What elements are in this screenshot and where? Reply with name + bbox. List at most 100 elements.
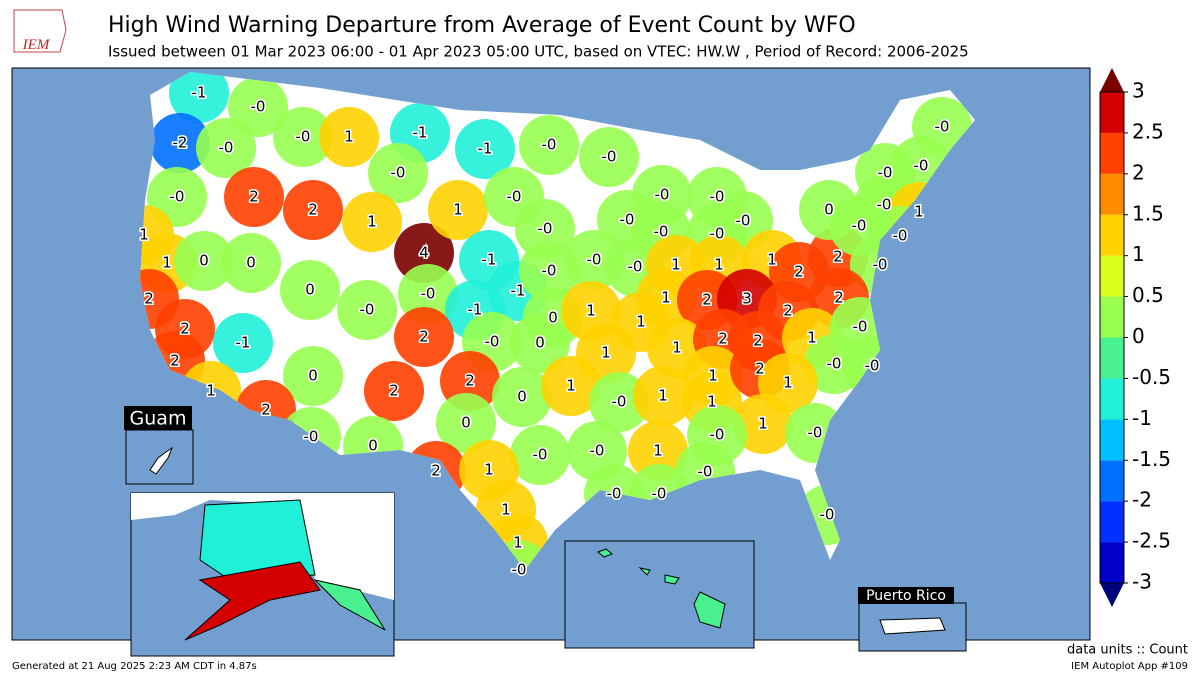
- region-label: 0: [368, 437, 378, 455]
- region-fills: [140, 72, 972, 570]
- region-label: -1: [468, 301, 483, 319]
- region: [519, 241, 579, 301]
- region: [368, 143, 428, 203]
- colorbar-bin: [1100, 173, 1124, 215]
- colorbar-tick-label: 2: [1132, 160, 1145, 184]
- colorbar-bin: [1100, 92, 1124, 133]
- puerto-rico-inset: Puerto Rico: [858, 587, 967, 652]
- region-label: -0: [652, 485, 667, 503]
- region: [492, 367, 552, 427]
- colorbar-bin: [1100, 255, 1124, 297]
- region-label: 1: [807, 329, 817, 347]
- alaska-inset: [130, 492, 395, 657]
- region: [184, 561, 321, 641]
- region: [455, 119, 515, 179]
- colorbar-bin: [1100, 337, 1124, 379]
- region-label: 1: [636, 313, 646, 331]
- region-label: -0: [587, 251, 602, 269]
- region-label: 1: [344, 128, 354, 146]
- region-label: 1: [672, 339, 682, 357]
- region-label: 2: [170, 352, 180, 370]
- region-label: -0: [736, 212, 751, 230]
- region: [394, 307, 454, 367]
- colorbar-tick-label: -1.5: [1132, 447, 1171, 471]
- region-label: -0: [590, 442, 605, 460]
- colorbar-bin: [1100, 132, 1124, 174]
- region-label: -0: [827, 355, 842, 373]
- region: [510, 425, 570, 485]
- logo-text: IEM: [22, 37, 51, 53]
- region: [633, 366, 693, 426]
- region-label: -0: [485, 333, 500, 351]
- region-label: 1: [714, 256, 724, 274]
- region-label: 2: [261, 401, 271, 419]
- region-label: -0: [542, 262, 557, 280]
- region-label: -0: [710, 426, 725, 444]
- inset-label-bg: [124, 406, 192, 430]
- region-label: -1: [511, 282, 526, 300]
- colorbar-tick-label: 2.5: [1132, 119, 1164, 143]
- region: [283, 180, 343, 240]
- logo: IEM: [13, 9, 67, 53]
- region: [428, 180, 488, 240]
- colorbar-bin: [1100, 378, 1124, 420]
- region-label: -0: [654, 223, 669, 241]
- title: High Wind Warning Departure from Average…: [108, 13, 856, 38]
- region-label: 1: [162, 254, 172, 272]
- region-label: -0: [914, 157, 929, 175]
- region: [589, 372, 649, 432]
- region-label: 2: [249, 188, 259, 206]
- region-label: -1: [236, 334, 251, 352]
- colorbar-tick-label: -3: [1132, 570, 1152, 594]
- region-label: -0: [170, 188, 185, 206]
- region: [174, 231, 234, 291]
- region-label: -0: [421, 285, 436, 303]
- region: [628, 421, 688, 481]
- region-label: 1: [653, 442, 663, 460]
- colorbar-under: [1100, 583, 1124, 607]
- colorbar-bin: [1100, 460, 1124, 502]
- region: [224, 167, 284, 227]
- region-label: 1: [566, 377, 576, 395]
- region-label: 1: [707, 393, 717, 411]
- region-label: -1: [478, 140, 493, 158]
- region-label: 1: [658, 387, 668, 405]
- subtitle: Issued between 01 Mar 2023 06:00 - 01 Ap…: [108, 43, 969, 61]
- region-label: -1: [192, 84, 207, 102]
- region-label: -0: [533, 446, 548, 464]
- colorbar-tick-label: 1: [1132, 242, 1145, 266]
- colorbar-bin: [1100, 542, 1124, 583]
- region-label: 2: [833, 248, 843, 266]
- region-label: -0: [538, 220, 553, 238]
- region-label: -0: [607, 485, 622, 503]
- colorbar-bin: [1100, 501, 1124, 543]
- region-label: 3: [742, 290, 752, 308]
- region: [436, 393, 496, 453]
- region-label: 0: [199, 252, 209, 270]
- region-label: 1: [767, 251, 777, 269]
- islands: [597, 548, 726, 629]
- region-label: 0: [461, 414, 471, 432]
- region-label: 0: [548, 309, 558, 327]
- region-label: 2: [465, 372, 475, 390]
- region-label: -0: [893, 227, 908, 245]
- region: [337, 280, 397, 340]
- region: [150, 113, 210, 173]
- island: [149, 446, 174, 475]
- region: [398, 264, 458, 324]
- region: [196, 118, 256, 178]
- region: [228, 77, 288, 137]
- region-label: 1: [914, 203, 924, 221]
- region: [273, 107, 333, 167]
- inset-label: Puerto Rico: [866, 588, 946, 604]
- region-label: 0: [308, 367, 318, 385]
- region-label: 2: [144, 290, 154, 308]
- region: [519, 115, 579, 175]
- region-label: 2: [718, 330, 728, 348]
- colorbar-bin: [1100, 296, 1124, 338]
- colorbar-tick-label: -2: [1132, 488, 1152, 512]
- region-label: 2: [702, 291, 712, 309]
- guam-inset: Guam: [124, 406, 194, 485]
- region-label: 2: [783, 302, 793, 320]
- region-label: 2: [755, 360, 765, 378]
